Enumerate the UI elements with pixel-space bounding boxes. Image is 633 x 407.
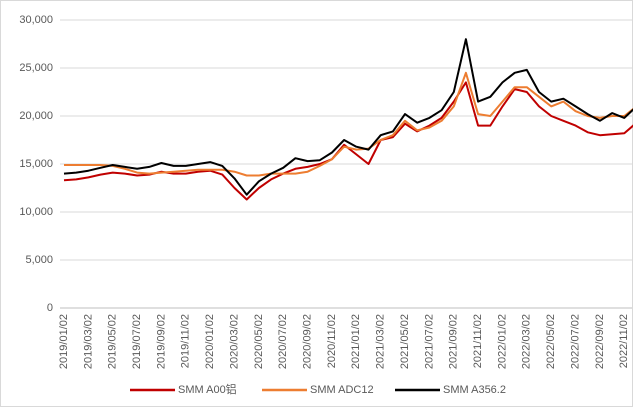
x-tick-label: 2019/11/02 [180,314,192,368]
x-tick-label: 2022/01/02 [496,314,508,369]
x-tick-label: 2019/09/02 [155,314,167,369]
y-tick-label: 25,000 [19,62,53,74]
series-line [63,38,633,196]
legend-label: SMM A356.2 [443,384,506,396]
y-tick-label: 20,000 [19,110,53,122]
x-tick-label: 2022/07/02 [569,314,581,369]
x-tick-label: 2021/09/02 [448,314,460,369]
x-tick-label: 2020/03/02 [228,314,240,369]
y-tick-label: 0 [47,302,53,314]
y-tick-label: 5,000 [25,254,53,266]
x-tick-label: 2020/01/02 [204,314,216,369]
x-tick-label: 2022/03/02 [521,314,533,369]
x-tick-label: 2020/07/02 [277,314,289,369]
x-tick-label: 2019/07/02 [131,314,143,369]
legend-label: SMM ADC12 [310,384,374,396]
x-tick-label: 2019/05/02 [107,314,119,369]
x-tick-label: 2021/05/02 [399,314,411,369]
x-tick-label: 2019/01/02 [58,314,70,369]
x-tick-label: 2019/03/02 [82,314,94,369]
x-tick-label: 2022/11/02 [618,314,630,368]
x-tick-label: 2021/01/02 [350,314,362,369]
x-tick-label: 2020/05/02 [253,314,265,369]
x-tick-label: 2021/11/02 [472,314,484,368]
y-tick-label: 10,000 [19,206,53,218]
y-tick-label: 15,000 [19,158,53,170]
series-line [64,71,633,177]
x-tick-label: 2020/09/02 [302,314,314,369]
legend-label: SMM A00铝 [178,382,237,396]
y-tick-label: 30,000 [19,14,53,26]
x-tick-label: 2022/05/02 [545,314,557,369]
x-tick-label: 2021/03/02 [375,314,387,369]
x-tick-label: 2020/11/02 [326,314,338,368]
x-tick-label: 2022/09/02 [594,314,606,369]
x-tick-label: 2021/07/02 [423,314,435,369]
